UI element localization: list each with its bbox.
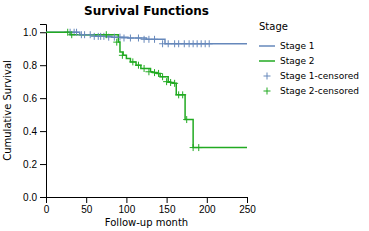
legend-item: Stage 2 [259, 56, 315, 66]
axis-line [47, 198, 248, 204]
marks [46, 29, 247, 151]
censored-mark [103, 31, 110, 38]
legend-label: Stage 2 [280, 56, 315, 66]
legend-item: Stage 1-censored [264, 71, 359, 81]
tick: 200 [199, 197, 216, 215]
legend: Stage Stage 1 Stage 2 Stage 1-censored Stage… [259, 21, 359, 96]
tick-label: 0 [44, 204, 50, 215]
legend-symbol [264, 73, 271, 80]
tick-mark [207, 197, 208, 203]
tick-label: 250 [239, 204, 256, 215]
legend-item: Stage 1 [259, 41, 315, 51]
tick-label: 0.0 [23, 192, 37, 203]
censored-mark [163, 78, 170, 85]
legend-label: Stage 1 [280, 41, 315, 51]
tick-label: 0.2 [23, 159, 37, 170]
chart: 0 50 100 150 200 250 0.0 0.2 0.4 0.6 0.8 1.0 Surviva… [0, 0, 369, 231]
censored-mark [119, 52, 126, 59]
censored-mark [195, 144, 202, 151]
tick-mark [86, 197, 87, 203]
legend-title: Stage [259, 21, 288, 32]
tick: 100 [119, 197, 136, 215]
legend-symbol [259, 60, 275, 62]
axis-line [40, 25, 47, 198]
censored-mark [145, 68, 152, 75]
tick: 0.8 [23, 60, 46, 71]
tick-mark [40, 65, 46, 66]
title: Survival Functions [84, 4, 209, 18]
tick-mark [167, 197, 168, 203]
tick: 150 [159, 197, 176, 215]
tick: 1.0 [23, 27, 46, 38]
censored-mark [129, 58, 136, 65]
tick-label: 0.8 [23, 60, 37, 71]
tick: 0.4 [23, 126, 46, 137]
tick-label: 200 [199, 204, 216, 215]
censored-mark [68, 31, 75, 38]
survival-line [46, 32, 247, 147]
censored-marks [67, 29, 213, 48]
censored-mark [151, 69, 158, 76]
tick-label: 150 [159, 204, 176, 215]
x-axis: 0 50 100 150 200 250 [44, 197, 257, 215]
tick-label: 50 [81, 204, 93, 215]
censored-mark [116, 34, 123, 41]
censored-mark [127, 35, 134, 42]
censored-mark [179, 91, 186, 98]
censored-mark [151, 36, 158, 43]
legend-symbol [259, 45, 275, 47]
censored-mark [135, 35, 142, 42]
censored-mark [167, 79, 174, 86]
tick: 0 [44, 197, 50, 215]
legend-symbol [264, 88, 271, 95]
censored-mark [135, 62, 142, 69]
tick-mark [40, 32, 46, 33]
tick-label: 100 [119, 204, 136, 215]
tick-mark [40, 164, 46, 165]
legend-item: Stage 2-censored [264, 86, 359, 96]
censored-marks [64, 29, 202, 151]
censored-mark [171, 80, 178, 87]
tick-mark [247, 197, 248, 203]
tick-mark [126, 197, 127, 203]
tick-mark [40, 98, 46, 99]
censored-mark [113, 39, 120, 46]
x-label: Follow-up month [105, 217, 188, 228]
tick-mark [40, 197, 46, 198]
censored-mark [120, 35, 127, 42]
censored-mark [159, 73, 166, 80]
y-label: Cumulative Survival [2, 60, 13, 161]
y-axis: 0.0 0.2 0.4 0.6 0.8 1.0 [23, 25, 46, 203]
tick: 0.2 [23, 159, 46, 170]
censored-mark [206, 40, 213, 47]
tick: 0.0 [23, 192, 46, 203]
tick: 250 [239, 197, 256, 215]
plot: 0 50 100 150 200 250 0.0 0.2 0.4 0.6 0.8 1.0 [23, 25, 256, 216]
tick-label: 0.4 [23, 126, 37, 137]
censored-mark [183, 116, 190, 123]
censored-mark [141, 65, 148, 72]
censored-mark [155, 70, 162, 77]
tick: 50 [81, 197, 93, 215]
censored-mark [165, 40, 172, 47]
legend-label: Stage 1-censored [280, 71, 359, 81]
tick-label: 0.6 [23, 93, 37, 104]
censored-mark [87, 31, 94, 38]
tick: 0.6 [23, 93, 46, 104]
tick-label: 1.0 [23, 27, 37, 38]
legend-label: Stage 2-censored [280, 86, 359, 96]
tick-mark [40, 131, 46, 132]
